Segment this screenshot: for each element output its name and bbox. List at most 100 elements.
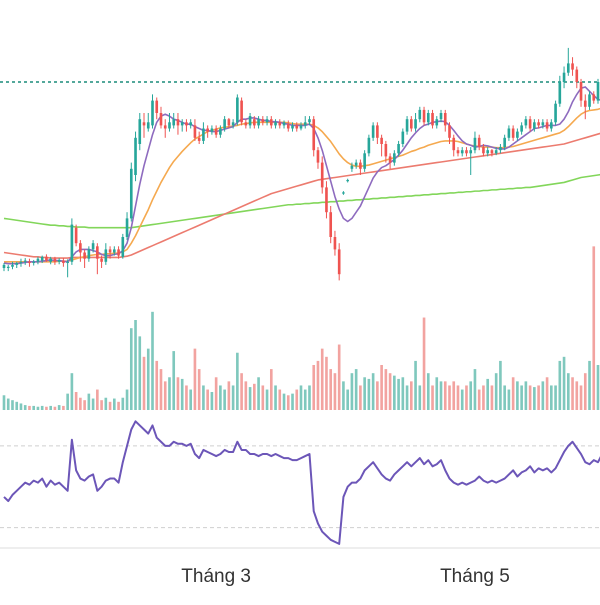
candle-body <box>231 122 235 126</box>
volume-bar <box>469 381 473 410</box>
candle <box>176 113 180 135</box>
volume-bar <box>405 385 409 410</box>
volume-bar <box>286 395 290 410</box>
candle <box>104 243 108 265</box>
candle-body <box>583 100 587 107</box>
candle <box>112 246 116 256</box>
candle-body <box>180 122 184 126</box>
candle <box>6 264 10 272</box>
candle-body <box>172 119 176 126</box>
candle <box>397 140 400 157</box>
volume-bar <box>545 377 549 410</box>
candle <box>333 230 337 256</box>
candle-body <box>138 119 142 144</box>
candle-body <box>108 249 112 253</box>
candle <box>40 255 44 264</box>
volume-bar <box>53 406 57 410</box>
candle <box>554 100 557 126</box>
volume-bar <box>426 373 430 410</box>
candle <box>367 134 371 157</box>
volume-bar <box>227 381 231 410</box>
candle-body <box>176 119 180 126</box>
candle-body <box>312 119 316 151</box>
ma-mid-line <box>4 107 600 263</box>
volume-bar <box>571 377 574 410</box>
candle-body <box>443 113 447 126</box>
volume-bar <box>325 356 328 410</box>
candle-body <box>376 125 379 138</box>
candle-body <box>134 137 137 175</box>
candle-body <box>448 125 451 138</box>
volume-bar <box>117 401 120 410</box>
volume-bar <box>32 405 36 410</box>
candle-body <box>325 187 328 213</box>
candle <box>11 261 14 270</box>
volume-bar <box>2 395 6 410</box>
candle-body <box>477 137 481 148</box>
candle-body <box>240 100 243 123</box>
candle-body <box>53 258 57 262</box>
candle <box>482 144 485 157</box>
volume-bar <box>460 389 464 410</box>
candle-body <box>486 150 490 154</box>
candle <box>269 116 273 129</box>
candle <box>414 113 417 132</box>
candle <box>571 57 574 76</box>
volume-bar <box>482 385 485 410</box>
volume-bar <box>83 400 86 410</box>
candle-body <box>550 122 553 129</box>
volume-bar <box>401 377 405 410</box>
volume-bar <box>354 369 358 410</box>
candle-body <box>295 125 299 129</box>
candle-body <box>418 109 422 120</box>
candle <box>316 147 320 169</box>
candle <box>146 113 150 132</box>
candle-body <box>15 263 19 265</box>
volume-bar <box>189 389 193 410</box>
volume-bar <box>409 381 413 410</box>
volume-bar <box>248 387 252 410</box>
volume-bar <box>558 360 562 410</box>
candle-body <box>533 122 536 129</box>
volume-bar <box>520 385 523 410</box>
candle-body <box>49 258 52 262</box>
volume-bar <box>435 377 439 410</box>
candle-body <box>308 119 311 123</box>
candle <box>507 125 511 141</box>
candle-body <box>32 261 36 264</box>
candle-body <box>248 116 252 126</box>
volume-bar <box>452 381 456 410</box>
candle <box>23 258 27 265</box>
candle <box>541 119 545 129</box>
candle-body <box>261 119 265 123</box>
candle-body <box>269 119 273 126</box>
candle <box>32 259 36 266</box>
candle-body <box>460 150 464 154</box>
volume-bar <box>79 397 82 410</box>
volume-bar <box>45 406 48 410</box>
candle <box>79 240 82 262</box>
volume-bar <box>274 385 277 410</box>
moving-average-layer <box>3 86 600 265</box>
time-axis-tick-label: Tháng 5 <box>440 566 510 587</box>
candle-body <box>456 150 460 154</box>
candle <box>422 106 426 126</box>
volume-bar <box>533 387 536 410</box>
volume-bar <box>193 348 197 410</box>
volume-bar <box>49 405 52 410</box>
candle <box>62 258 65 267</box>
candle-body <box>244 122 248 126</box>
volume-bar <box>269 369 273 410</box>
candle-body <box>384 144 388 157</box>
volume-bar <box>414 360 417 410</box>
candle <box>596 78 600 104</box>
volume-bar <box>329 369 333 410</box>
candle-body <box>210 128 214 132</box>
candle-body <box>409 119 413 129</box>
candle-body <box>11 264 14 267</box>
volume-bar <box>87 393 91 410</box>
volume-bar <box>253 383 256 410</box>
candle-body <box>282 122 286 126</box>
candle <box>286 120 290 132</box>
